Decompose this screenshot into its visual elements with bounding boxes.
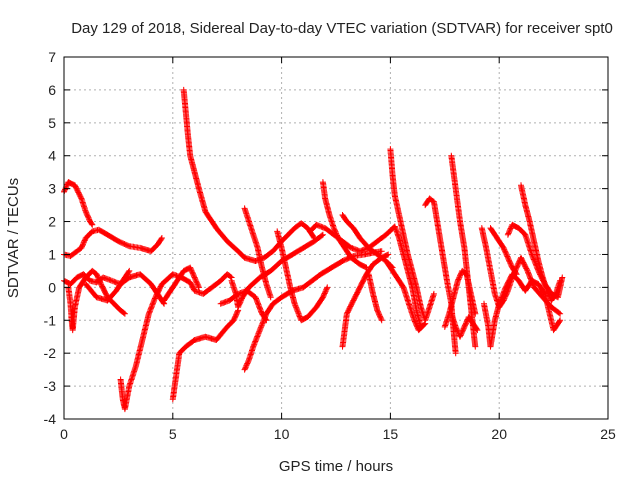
data-series-arc-g <box>161 264 202 304</box>
y-tick-label: 3 <box>48 181 56 197</box>
x-axis-label: GPS time / hours <box>279 458 393 475</box>
y-tick-label: 4 <box>48 148 56 164</box>
data-series-arc-k <box>241 205 274 301</box>
y-tick-label: 1 <box>48 246 56 262</box>
x-tick-label: 25 <box>600 426 616 442</box>
data-series-arc-q <box>339 251 392 350</box>
y-tick-label: -4 <box>44 411 57 427</box>
chart-title: Day 129 of 2018, Sidereal Day-to-day VTE… <box>71 20 613 37</box>
axis-ticks: 0 5 10 15 20 25 -4 -3 -2 -1 0 1 2 3 4 5 6 7 <box>44 49 616 442</box>
data-series-arc-i <box>180 86 318 264</box>
y-axis-label: SDTVAR / TECUs <box>5 178 22 298</box>
y-tick-label: -1 <box>44 312 57 328</box>
y-tick-label: -3 <box>44 378 57 394</box>
data-series-arc-f <box>117 271 235 413</box>
plot-frame <box>63 56 609 420</box>
data-series-arc-l <box>241 248 385 373</box>
x-tick-label: 10 <box>274 426 290 442</box>
y-tick-label: 0 <box>48 279 56 295</box>
y-tick-label: 2 <box>48 214 56 230</box>
data-series-arc-aa <box>481 271 564 350</box>
data-series-arc-n <box>274 228 331 324</box>
x-tick-label: 20 <box>491 426 507 442</box>
data-series-arc-a <box>61 179 96 228</box>
y-tick-label: -2 <box>44 345 57 361</box>
x-tick-label: 5 <box>169 426 177 442</box>
data-series-arc-v <box>422 195 459 357</box>
y-tick-label: 6 <box>48 82 56 98</box>
data-series-arc-t <box>387 146 437 324</box>
y-tick-label: 5 <box>48 115 56 131</box>
data-series-arc-e <box>82 267 133 304</box>
data-series-arc-h <box>169 307 242 403</box>
x-tick-label: 15 <box>383 426 399 442</box>
data-series-arc-u <box>383 258 429 334</box>
data-series-arc-ab <box>487 225 520 278</box>
data-series-arc-ad <box>518 182 564 304</box>
data-series-arc-y <box>448 310 481 340</box>
data-points <box>61 86 566 413</box>
data-series-arc-m <box>217 287 270 324</box>
data-series-arc-s <box>365 271 385 324</box>
y-tick-label: 7 <box>48 49 56 65</box>
data-series-arc-z <box>478 225 564 317</box>
data-series-arc-p <box>319 179 370 271</box>
x-tick-label: 0 <box>60 426 68 442</box>
